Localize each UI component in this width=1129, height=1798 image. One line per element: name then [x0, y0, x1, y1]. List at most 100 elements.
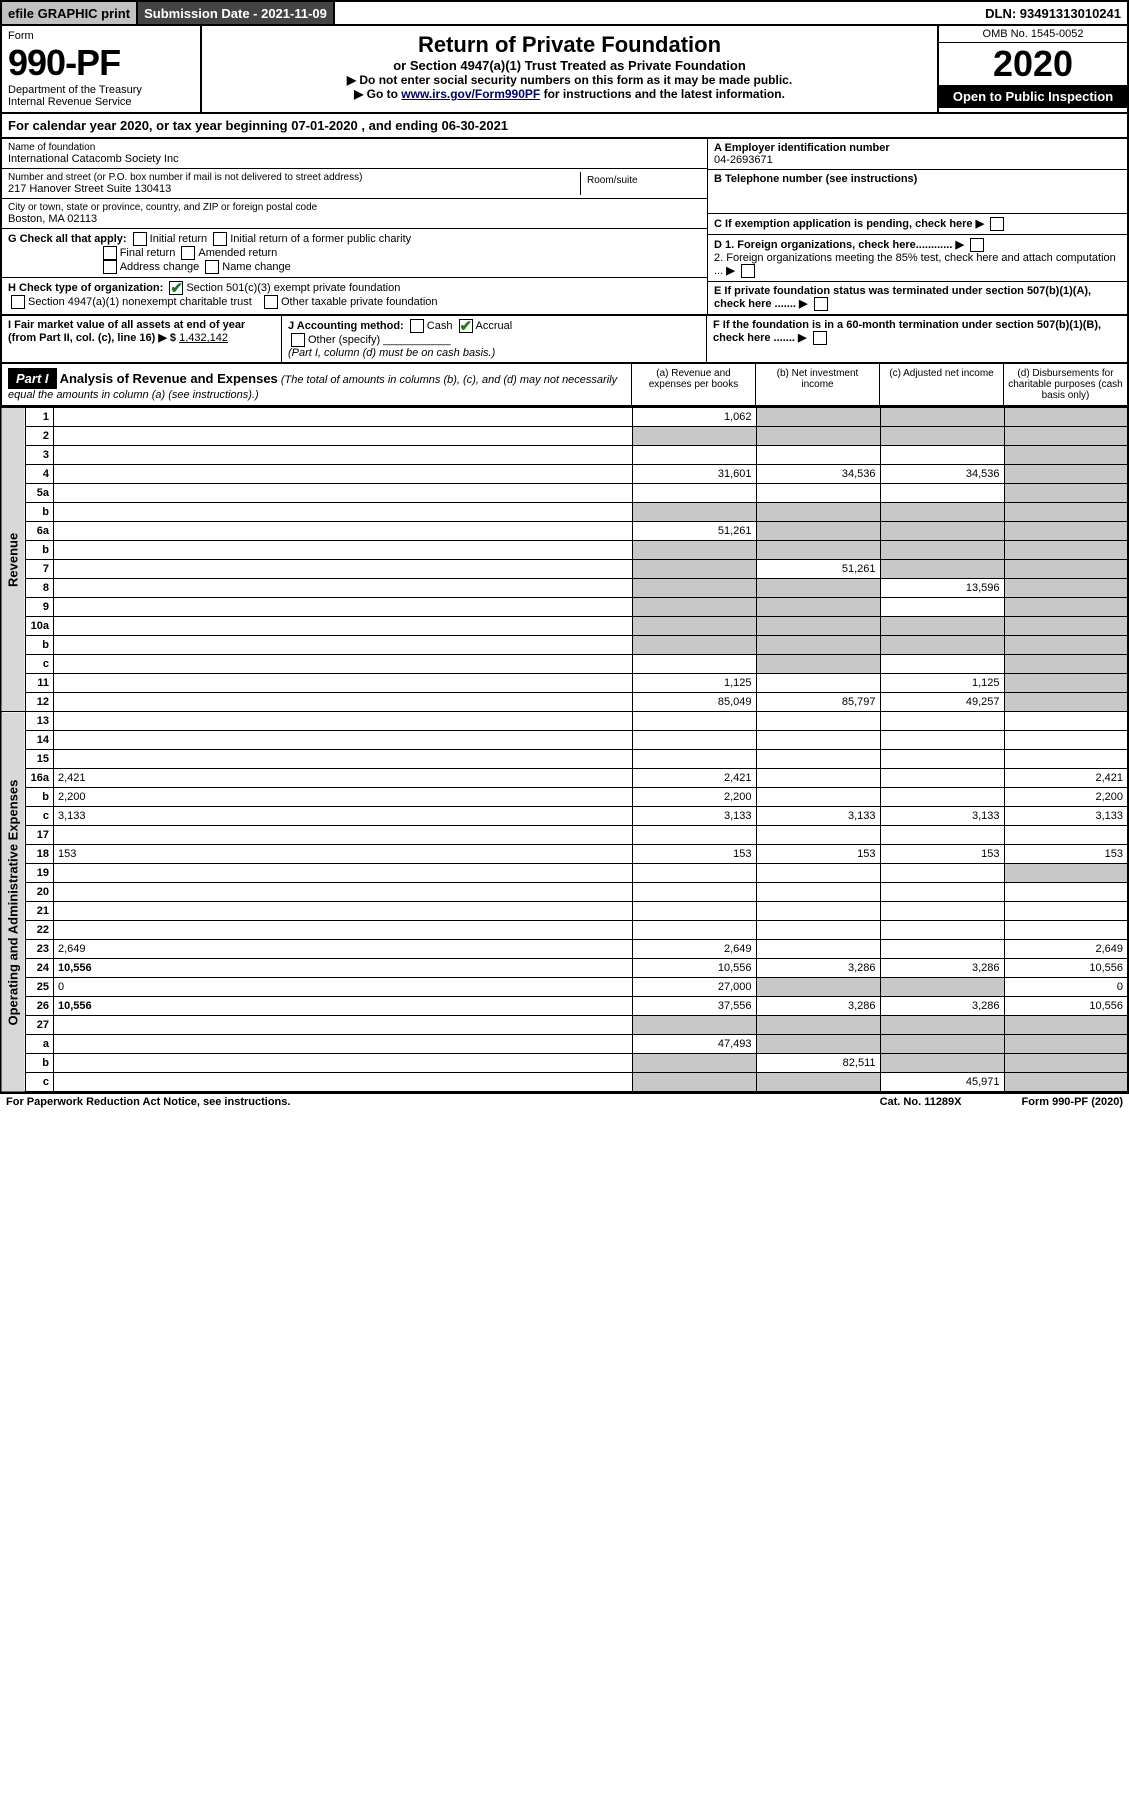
calendar-year-row: For calendar year 2020, or tax year begi…: [0, 114, 1129, 139]
form-url-link[interactable]: www.irs.gov/Form990PF: [401, 87, 540, 101]
topbar: efile GRAPHIC print Submission Date - 20…: [0, 0, 1129, 26]
chk-cash[interactable]: [410, 319, 424, 333]
col-d-value: 3,133: [1004, 807, 1128, 826]
chk-501c3[interactable]: [169, 281, 183, 295]
chk-initial[interactable]: [133, 232, 147, 246]
col-d-value: [1004, 427, 1128, 446]
col-a-value: [632, 826, 756, 845]
city-value: Boston, MA 02113: [8, 213, 701, 225]
col-d-value: 2,421: [1004, 769, 1128, 788]
col-c-value: [880, 940, 1004, 959]
g-row: G Check all that apply: Initial return I…: [2, 229, 707, 278]
col-c-value: [880, 826, 1004, 845]
chk-c[interactable]: [990, 217, 1004, 231]
line-number: 24: [26, 959, 54, 978]
city-label: City or town, state or province, country…: [8, 202, 701, 213]
line-number: a: [26, 1035, 54, 1054]
opt-cash: Cash: [427, 320, 453, 332]
line-number: 10a: [26, 617, 54, 636]
chk-other-acct[interactable]: [291, 333, 305, 347]
col-c-value: [880, 503, 1004, 522]
chk-e[interactable]: [814, 297, 828, 311]
ident-right: A Employer identification number 04-2693…: [707, 139, 1127, 314]
line-number: 5a: [26, 484, 54, 503]
col-d-value: [1004, 921, 1128, 940]
line-number: 15: [26, 750, 54, 769]
chk-d1[interactable]: [970, 238, 984, 252]
col-b-hdr: (b) Net investment income: [755, 364, 879, 405]
chk-other-tax[interactable]: [264, 295, 278, 309]
col-a-value: [632, 484, 756, 503]
chk-d2[interactable]: [741, 264, 755, 278]
arrow-icon: ▶: [799, 298, 807, 310]
table-row: 19: [1, 864, 1128, 883]
table-row: 27: [1, 1016, 1128, 1035]
chk-f[interactable]: [813, 331, 827, 345]
city-cell: City or town, state or province, country…: [2, 199, 707, 229]
col-c-value: [880, 636, 1004, 655]
line-number: c: [26, 1073, 54, 1093]
table-row: b82,511: [1, 1054, 1128, 1073]
table-row: b: [1, 541, 1128, 560]
line-number: 7: [26, 560, 54, 579]
cal-end: 06-30-2021: [442, 118, 509, 133]
table-row: 9: [1, 598, 1128, 617]
name-label: Name of foundation: [8, 142, 701, 153]
part1-header: Part I Analysis of Revenue and Expenses …: [0, 364, 1129, 407]
j-other: Other (specify): [308, 334, 380, 346]
col-b-value: 3,286: [756, 997, 880, 1016]
line-desc: 153: [54, 845, 633, 864]
chk-name-change[interactable]: [205, 260, 219, 274]
chk-initial-former[interactable]: [213, 232, 227, 246]
open-inspection: Open to Public Inspection: [939, 85, 1127, 108]
col-c-value: [880, 427, 1004, 446]
col-c-value: 49,257: [880, 693, 1004, 712]
col-d-value: 2,200: [1004, 788, 1128, 807]
addr-row: Number and street (or P.O. box number if…: [2, 169, 707, 199]
room-label: Room/suite: [587, 175, 695, 186]
col-a-value: [632, 560, 756, 579]
chk-addr-change[interactable]: [103, 260, 117, 274]
c-cell: C If exemption application is pending, c…: [708, 214, 1127, 235]
table-row: a47,493: [1, 1035, 1128, 1054]
col-a-value: [632, 883, 756, 902]
line-desc: [54, 541, 633, 560]
line-desc: [54, 598, 633, 617]
col-b-value: [756, 484, 880, 503]
line-number: 23: [26, 940, 54, 959]
page-footer: For Paperwork Reduction Act Notice, see …: [0, 1093, 1129, 1110]
table-row: 2610,55637,5563,2863,28610,556: [1, 997, 1128, 1016]
j-cell: J Accounting method: Cash Accrual Other …: [282, 316, 707, 362]
opt-501c3: Section 501(c)(3) exempt private foundat…: [186, 282, 400, 294]
a-label: A Employer identification number: [714, 142, 1121, 154]
col-c-value: [880, 864, 1004, 883]
col-a-value: [632, 541, 756, 560]
chk-final[interactable]: [103, 246, 117, 260]
line-number: 14: [26, 731, 54, 750]
addr-label: Number and street (or P.O. box number if…: [8, 172, 580, 183]
col-c-value: 34,536: [880, 465, 1004, 484]
line-desc: [54, 427, 633, 446]
chk-amended[interactable]: [181, 246, 195, 260]
col-a-value: 1,125: [632, 674, 756, 693]
col-d-value: [1004, 465, 1128, 484]
col-d-value: 153: [1004, 845, 1128, 864]
col-c-value: 13,596: [880, 579, 1004, 598]
arrow-icon: ▶: [798, 332, 806, 344]
col-c-hdr: (c) Adjusted net income: [879, 364, 1003, 405]
table-row: 1285,04985,79749,257: [1, 693, 1128, 712]
line-desc: [54, 484, 633, 503]
line-desc: [54, 750, 633, 769]
col-d-value: [1004, 1054, 1128, 1073]
col-b-value: [756, 921, 880, 940]
chk-accrual[interactable]: [459, 319, 473, 333]
chk-4947[interactable]: [11, 295, 25, 309]
col-d-value: [1004, 864, 1128, 883]
arrow-icon: ▶ $: [158, 332, 176, 344]
j-label: J Accounting method:: [288, 320, 404, 332]
table-row: 16a2,4212,4212,421: [1, 769, 1128, 788]
col-a-value: [632, 636, 756, 655]
line-number: 22: [26, 921, 54, 940]
col-d-value: [1004, 1016, 1128, 1035]
b-label: B Telephone number (see instructions): [714, 173, 1121, 185]
